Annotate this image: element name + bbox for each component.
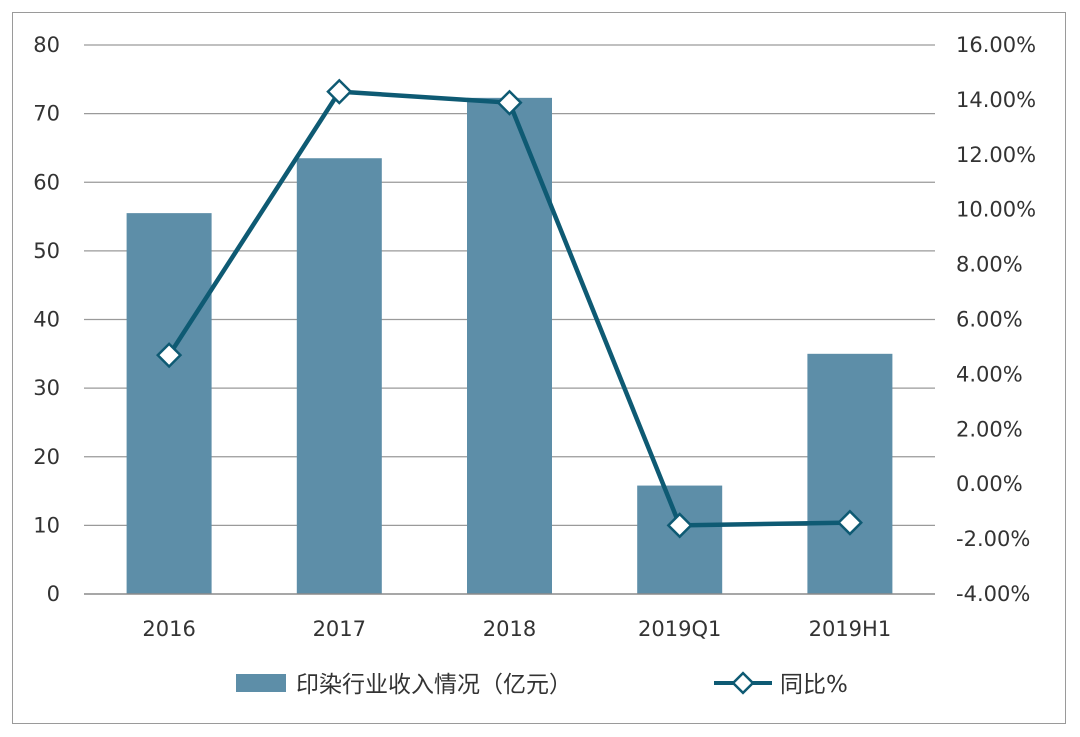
y-left-tick-label: 70 [33, 102, 60, 126]
y-right-tick-label: 10.00% [956, 198, 1036, 222]
y-left-tick-label: 40 [33, 308, 60, 332]
y-right-tick-label: 12.00% [956, 143, 1036, 167]
x-tick-label: 2019H1 [809, 617, 892, 641]
y-right-tick-label: 4.00% [956, 362, 1023, 386]
x-tick-label: 2019Q1 [638, 617, 721, 641]
axes: 0 10 20 30 40 50 60 70 80 -4.00% -2.00% 0.00% 2.00% 4… [33, 33, 1036, 641]
y-right-tick-label: -4.00% [956, 582, 1030, 606]
bar [126, 213, 212, 594]
legend-bar-swatch [236, 674, 286, 692]
legend: 印染行业收入情况（亿元） 同比% [236, 671, 848, 698]
y-right-tick-label: -2.00% [956, 527, 1030, 551]
bar [807, 353, 893, 594]
y-left-tick-label: 10 [33, 513, 60, 537]
y-left-tick-label: 80 [33, 33, 60, 57]
bar-series [126, 97, 893, 594]
line-series [156, 78, 863, 539]
y-left-tick-label: 30 [33, 376, 60, 400]
y-left-tick-label: 20 [33, 445, 60, 469]
legend-line-label: 同比% [780, 672, 848, 698]
legend-bar-label: 印染行业收入情况（亿元） [296, 672, 572, 698]
y-right-tick-label: 2.00% [956, 417, 1023, 441]
line-point-marker [666, 512, 693, 539]
y-left-tick-label: 60 [33, 170, 60, 194]
y-right-tick-label: 16.00% [956, 33, 1036, 57]
y-left-tick-label: 0 [47, 582, 60, 606]
y-right-tick-label: 8.00% [956, 253, 1023, 277]
y-right-tick-label: 0.00% [956, 472, 1023, 496]
y-right-tick-label: 6.00% [956, 308, 1023, 332]
y-right-tick-label: 14.00% [956, 88, 1036, 112]
line-point-marker [326, 78, 353, 105]
legend-line-marker [731, 671, 755, 695]
bar [637, 485, 723, 594]
x-tick-label: 2018 [483, 617, 536, 641]
line-point-marker [156, 342, 183, 369]
line-point-marker [496, 89, 523, 116]
y-left-tick-label: 50 [33, 239, 60, 263]
bar [296, 158, 382, 594]
x-tick-label: 2017 [313, 617, 366, 641]
line-point-marker [836, 509, 863, 536]
bar [467, 97, 552, 594]
x-tick-label: 2016 [142, 617, 195, 641]
